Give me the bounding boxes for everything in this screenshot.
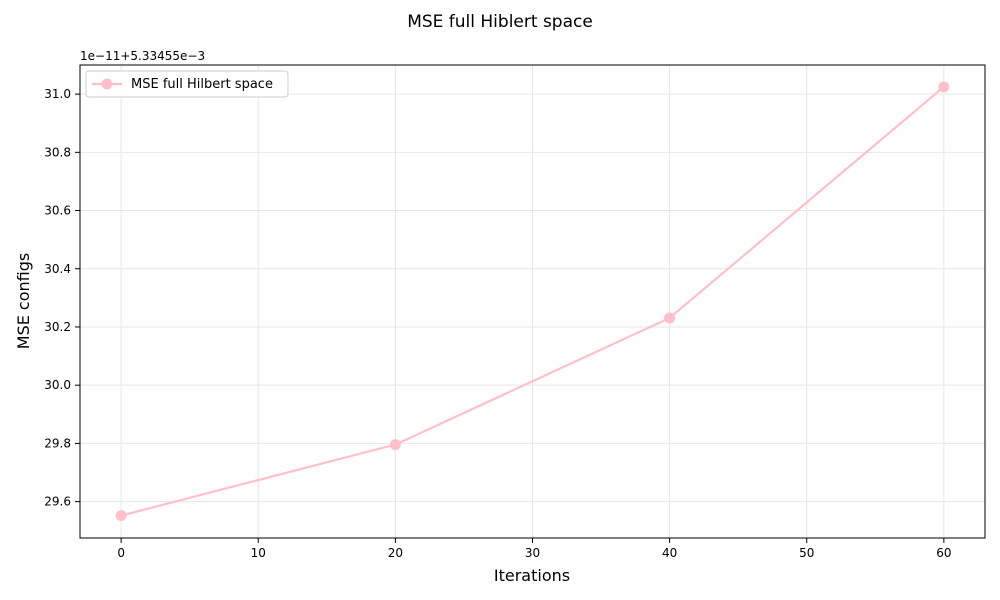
y-tick-label: 30.0 <box>44 378 71 392</box>
x-tick-label: 10 <box>251 546 266 560</box>
x-tick-label: 40 <box>662 546 677 560</box>
legend-marker-sample <box>101 78 113 90</box>
y-axis: 29.6 29.8 30.0 30.2 30.4 30.6 30.8 31.0 <box>44 87 80 509</box>
x-tick-label: 20 <box>388 546 403 560</box>
y-tick-label: 30.6 <box>44 204 71 218</box>
data-point <box>115 510 127 522</box>
x-axis-label: Iterations <box>494 566 570 585</box>
data-point <box>664 312 676 324</box>
y-tick-label: 30.2 <box>44 320 71 334</box>
legend-frame <box>85 70 289 98</box>
data-point <box>389 439 401 451</box>
x-tick-label: 50 <box>799 546 814 560</box>
y-axis-offset-label: 1e−11+5.33455e−3 <box>80 49 205 63</box>
legend: MSE full Hilbert space <box>85 70 289 98</box>
y-tick-label: 29.8 <box>44 436 71 450</box>
legend-entry-label: MSE full Hilbert space <box>131 77 273 92</box>
grid-lines <box>80 65 985 538</box>
y-axis-label: MSE configs <box>14 253 33 349</box>
y-tick-label: 30.4 <box>44 262 71 276</box>
y-tick-label: 29.6 <box>44 495 71 509</box>
x-axis: 0 10 20 30 40 50 60 <box>117 538 952 560</box>
data-point <box>938 81 950 93</box>
y-tick-label: 31.0 <box>44 87 71 101</box>
x-tick-label: 0 <box>117 546 125 560</box>
y-tick-label: 30.8 <box>44 145 71 159</box>
chart-title: MSE full Hiblert space <box>407 12 593 32</box>
series-layer <box>115 81 950 522</box>
series-line <box>120 85 945 517</box>
x-tick-label: 30 <box>525 546 540 560</box>
x-tick-label: 60 <box>936 546 951 560</box>
